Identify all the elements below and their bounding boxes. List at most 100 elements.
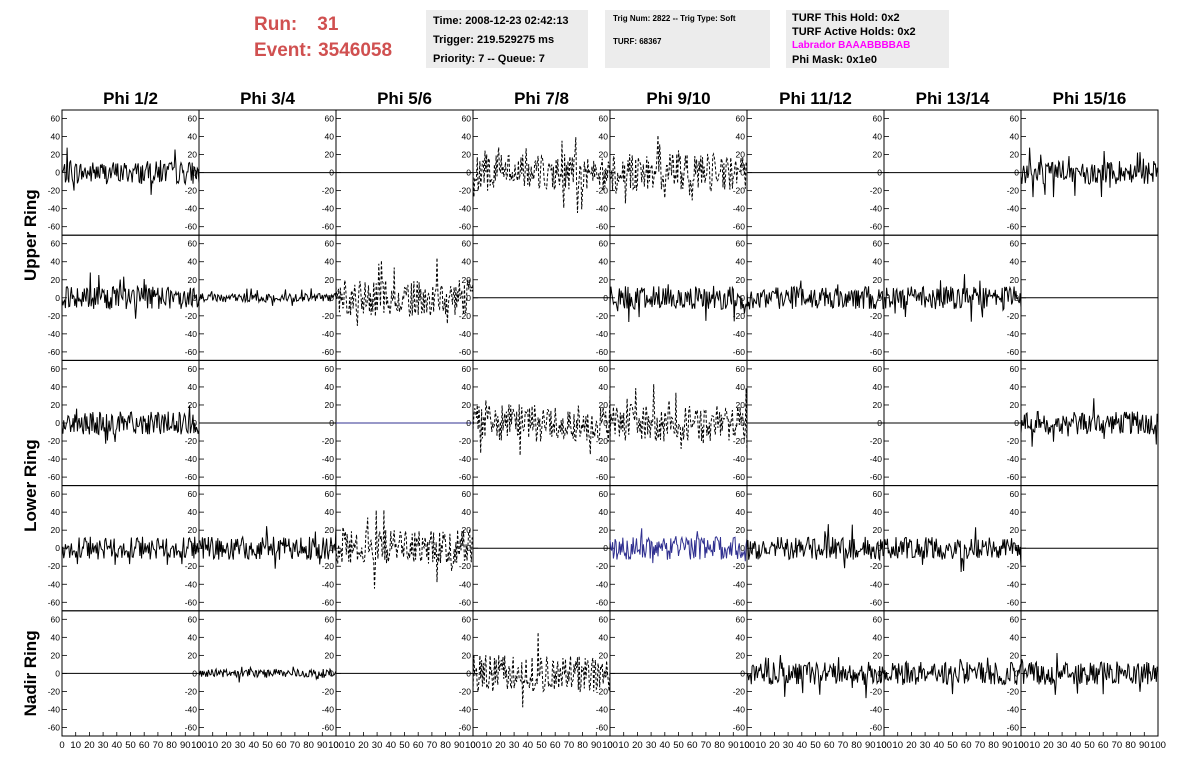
y-tick-label: -60 [596,472,609,482]
y-tick-label: 40 [51,132,61,142]
y-tick-label: -40 [185,329,198,339]
y-tick-label: 60 [325,364,335,374]
x-tick-label: 10 [70,740,81,751]
x-tick-label: 30 [372,740,383,751]
y-tick-label: 0 [603,668,608,678]
y-tick-label: -40 [322,704,335,714]
y-tick-label: -60 [322,597,335,607]
y-tick-label: 0 [192,668,197,678]
y-tick-label: 20 [736,650,746,660]
x-tick-label: 100 [191,740,207,751]
y-tick-label: 60 [51,114,61,124]
y-tick-label: -20 [733,311,746,321]
y-tick-label: -40 [48,704,61,714]
y-tick-label: 40 [462,382,472,392]
x-tick-label: 30 [920,740,931,751]
y-tick-label: -20 [48,311,61,321]
labrador-text: Labrador BAAABBBBAB [792,40,911,51]
x-tick-label: 60 [824,740,835,751]
y-tick-label: 0 [466,543,471,553]
waveform-trace [609,384,748,457]
x-tick-label: 80 [851,740,862,751]
y-tick-label: -60 [459,597,472,607]
y-tick-label: 40 [462,632,472,642]
x-tick-label: 40 [523,740,534,751]
y-tick-label: 60 [736,489,746,499]
y-tick-label: -60 [733,597,746,607]
y-tick-label: 40 [599,132,609,142]
x-tick-label: 30 [235,740,246,751]
y-tick-label: -60 [48,347,61,357]
y-tick-label: 60 [325,114,335,124]
y-tick-label: 60 [736,364,746,374]
x-tick-label: 0 [470,740,475,751]
y-tick-label: -60 [322,722,335,732]
y-tick-label: -40 [459,454,472,464]
y-tick-label: 60 [188,489,198,499]
y-tick-label: -20 [1007,436,1020,446]
y-tick-label: 40 [51,507,61,517]
y-tick-label: 0 [55,168,60,178]
y-tick-label: -40 [185,454,198,464]
y-tick-label: 0 [1014,293,1019,303]
x-tick-label: 40 [660,740,671,751]
y-tick-label: -40 [1007,579,1020,589]
y-tick-label: -40 [733,329,746,339]
y-tick-label: 20 [599,400,609,410]
y-tick-label: -40 [459,204,472,214]
y-tick-label: 40 [325,132,335,142]
y-tick-label: -20 [1007,686,1020,696]
y-tick-label: -20 [596,686,609,696]
y-tick-label: 20 [325,525,335,535]
y-tick-label: 0 [192,293,197,303]
x-tick-label: 0 [196,740,201,751]
y-tick-label: -40 [322,204,335,214]
waveform-trace [61,536,200,565]
run-row: Run: 31 [254,12,392,38]
y-tick-label: 60 [51,489,61,499]
y-tick-label: -60 [596,722,609,732]
x-tick-label: 20 [769,740,780,751]
y-tick-label: 60 [599,489,609,499]
phi-mask-text: Phi Mask: 0x1e0 [792,54,877,66]
x-tick-label: 40 [386,740,397,751]
y-tick-label: -60 [1007,472,1020,482]
event-value: 3546058 [318,40,393,61]
x-tick-label: 40 [249,740,260,751]
y-tick-label: 60 [188,114,198,124]
y-tick-label: 60 [1010,114,1020,124]
y-tick-label: 40 [1010,507,1020,517]
x-tick-label: 20 [84,740,95,751]
waveform-trace [883,274,1022,322]
y-tick-label: 20 [51,275,61,285]
y-tick-label: -20 [596,311,609,321]
row-label: Upper Ring [21,189,40,281]
x-tick-label: 30 [1057,740,1068,751]
x-tick-label: 90 [728,740,739,751]
y-tick-label: 60 [325,239,335,249]
x-tick-label: 0 [607,740,612,751]
y-tick-label: 60 [736,614,746,624]
y-tick-label: 20 [736,150,746,160]
y-tick-label: -20 [48,561,61,571]
y-tick-label: -20 [1007,186,1020,196]
y-tick-label: -40 [870,204,883,214]
y-tick-label: -20 [459,561,472,571]
y-tick-label: -40 [48,454,61,464]
y-tick-label: -40 [870,454,883,464]
y-tick-label: 20 [188,525,198,535]
x-tick-label: 70 [975,740,986,751]
y-tick-label: -60 [48,472,61,482]
y-tick-label: 20 [51,400,61,410]
y-tick-label: 40 [462,257,472,267]
time-info-box: Time: 2008-12-23 02:42:13 Trigger: 219.5… [426,10,588,68]
panel-frame [335,234,474,361]
run-label: Run: [254,14,298,35]
y-tick-label: 20 [1010,400,1020,410]
y-tick-label: 0 [877,668,882,678]
y-tick-label: -40 [459,704,472,714]
y-tick-label: -20 [185,436,198,446]
y-tick-label: 20 [1010,650,1020,660]
waveform-trace [609,284,748,323]
x-tick-label: 0 [1018,740,1023,751]
